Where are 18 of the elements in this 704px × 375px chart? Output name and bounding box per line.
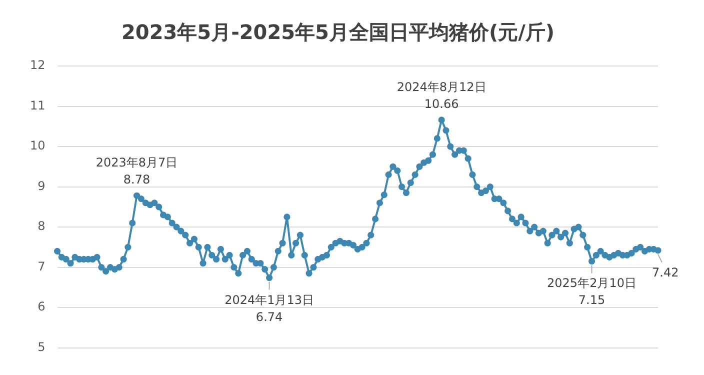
data-label: 10.66: [424, 96, 459, 111]
y-tick-label: 7: [38, 259, 46, 274]
data-label: 7.42: [652, 265, 679, 280]
y-tick-label: 5: [38, 340, 46, 354]
chart-title: 2023年5月-2025年5月全国日平均猪价(元/斤): [121, 20, 555, 44]
annotation: 2024年8月12日: [396, 80, 486, 94]
data-label: 8.78: [123, 172, 150, 187]
y-tick-label: 10: [30, 138, 46, 153]
y-tick-label: 11: [30, 98, 46, 112]
annotation: 2023年8月7日: [96, 156, 178, 170]
y-tick-label: 6: [38, 300, 46, 314]
data-label: 7.15: [578, 293, 606, 308]
y-tick-label: 9: [38, 178, 46, 193]
data-label: 6.74: [256, 310, 283, 324]
y-tick-label: 12: [30, 58, 46, 72]
annotation: 2025年2月10日: [547, 276, 636, 290]
y-tick-label: 8: [38, 219, 46, 234]
annotation: 2024年1月13日: [224, 292, 314, 307]
